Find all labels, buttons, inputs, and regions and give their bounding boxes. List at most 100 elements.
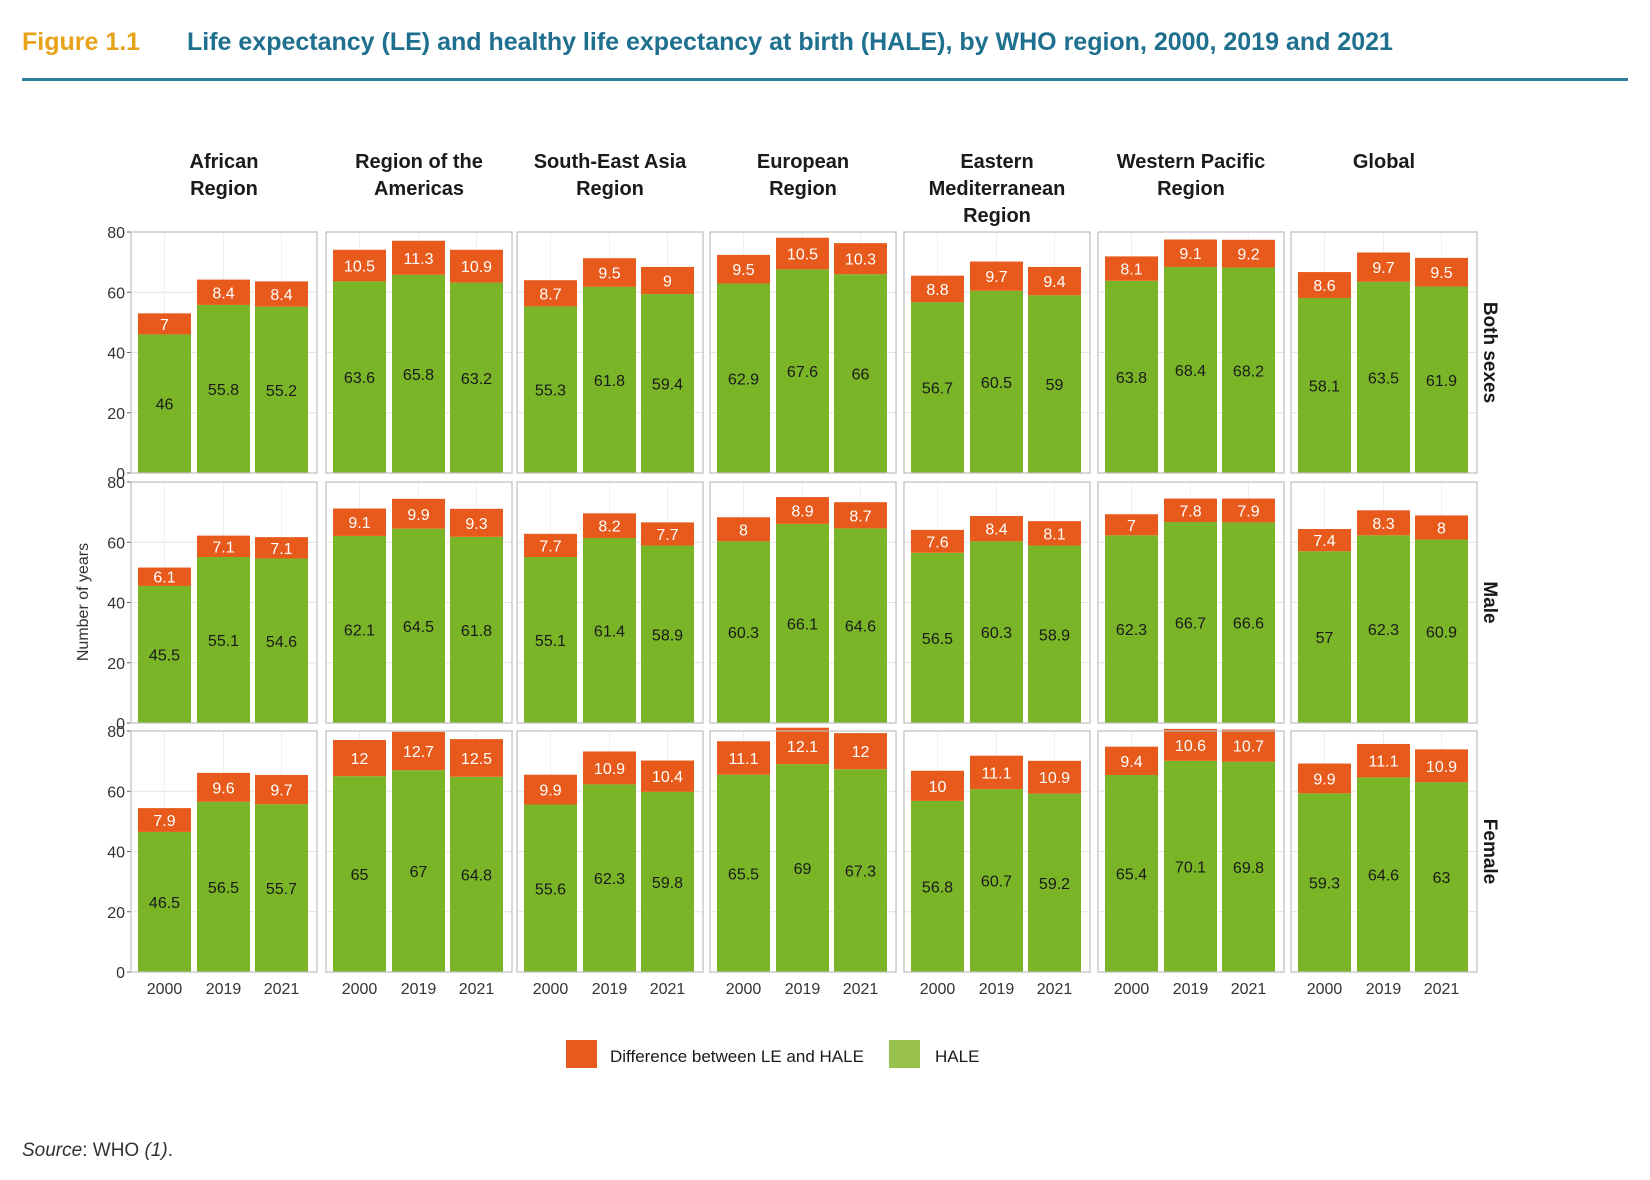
panel-frame xyxy=(1290,481,1478,724)
hale-value-label: 65.4 xyxy=(1116,866,1147,883)
difference-value-label: 7.9 xyxy=(153,813,175,830)
hale-bar xyxy=(776,764,829,972)
hale-bar xyxy=(333,776,386,972)
difference-value-label: 8.1 xyxy=(1043,526,1065,543)
difference-bar xyxy=(970,755,1023,790)
hale-bar xyxy=(970,541,1023,723)
hale-bar xyxy=(1298,793,1351,972)
hale-bar xyxy=(970,290,1023,473)
difference-bar xyxy=(717,741,770,775)
hale-value-label: 70.1 xyxy=(1175,859,1206,876)
y-tick-label: 40 xyxy=(107,596,125,613)
panel-frame xyxy=(516,231,704,474)
region-title: Region of the xyxy=(355,151,483,173)
region-title: Eastern xyxy=(960,151,1033,173)
difference-bar xyxy=(138,567,191,586)
hale-value-label: 63 xyxy=(1433,870,1451,887)
difference-value-label: 9 xyxy=(663,274,672,291)
difference-value-label: 9.3 xyxy=(465,516,487,533)
difference-bar xyxy=(1415,749,1468,783)
hale-bar xyxy=(1222,267,1275,473)
hale-value-label: 64.8 xyxy=(461,867,492,884)
hale-value-label: 56.5 xyxy=(922,631,953,648)
hale-value-label: 56.5 xyxy=(208,880,239,897)
difference-value-label: 11.3 xyxy=(404,251,434,268)
difference-bar xyxy=(1164,239,1217,267)
hale-bar xyxy=(834,769,887,972)
x-tick-label: 2019 xyxy=(785,981,821,998)
panel-frame xyxy=(709,231,897,474)
hale-bar xyxy=(1298,551,1351,723)
hale-bar xyxy=(524,557,577,723)
difference-bar xyxy=(1164,728,1217,761)
hale-bar xyxy=(1357,281,1410,473)
source-label: Source xyxy=(22,1140,83,1161)
difference-value-label: 12.1 xyxy=(787,739,818,756)
difference-bar xyxy=(1028,760,1081,794)
figure-title: Life expectancy (LE) and healthy life ex… xyxy=(187,28,1393,56)
difference-bar xyxy=(776,497,829,524)
panel-frame xyxy=(325,481,513,724)
hale-bar xyxy=(524,306,577,473)
hale-bar xyxy=(138,831,191,972)
x-tick-label: 2019 xyxy=(401,981,437,998)
hale-value-label: 61.4 xyxy=(594,624,625,641)
difference-value-label: 8.1 xyxy=(1120,262,1142,279)
difference-value-label: 10.9 xyxy=(1426,759,1457,776)
hale-bar xyxy=(255,306,308,473)
difference-bar xyxy=(138,313,191,335)
source-ref: (1) xyxy=(144,1140,168,1161)
hale-value-label: 65 xyxy=(351,867,369,884)
hale-value-label: 46 xyxy=(156,397,174,414)
panel-frame xyxy=(130,730,318,973)
hale-bar xyxy=(1028,793,1081,972)
hale-value-label: 59.2 xyxy=(1039,876,1070,893)
difference-bar xyxy=(1105,746,1158,775)
hale-bar xyxy=(1164,522,1217,723)
difference-value-label: 10.9 xyxy=(594,761,625,778)
hale-value-label: 67 xyxy=(410,864,428,881)
difference-value-label: 10.5 xyxy=(344,259,375,276)
legend-swatch-hale xyxy=(889,1040,920,1068)
difference-bar xyxy=(1415,257,1468,287)
hale-value-label: 68.4 xyxy=(1175,363,1206,380)
region-title: Region xyxy=(963,205,1031,227)
difference-value-label: 8.9 xyxy=(791,503,813,520)
difference-value-label: 6.1 xyxy=(153,570,175,587)
hale-bar xyxy=(911,302,964,473)
difference-bar xyxy=(970,261,1023,291)
difference-bar xyxy=(1415,515,1468,540)
y-tick-label: 0 xyxy=(116,716,125,733)
hale-bar xyxy=(197,801,250,972)
difference-bar xyxy=(1298,528,1351,552)
hale-bar xyxy=(1222,522,1275,723)
hale-bar xyxy=(1105,774,1158,972)
panel-frame xyxy=(516,730,704,973)
difference-bar xyxy=(776,237,829,270)
difference-value-label: 10.3 xyxy=(845,252,876,269)
figure-label: Figure 1.1 xyxy=(22,28,141,56)
difference-bar xyxy=(197,772,250,802)
difference-value-label: 8 xyxy=(739,522,748,539)
x-tick-label: 2021 xyxy=(650,981,686,998)
row-label: Male xyxy=(1479,581,1500,623)
difference-bar xyxy=(583,513,636,539)
hale-bar xyxy=(1028,545,1081,723)
difference-bar xyxy=(450,739,503,777)
hale-bar xyxy=(333,535,386,723)
difference-bar xyxy=(1028,521,1081,546)
panel-frame xyxy=(903,730,1091,973)
difference-value-label: 9.5 xyxy=(732,262,754,279)
difference-value-label: 9.7 xyxy=(1372,260,1394,277)
difference-value-label: 9.2 xyxy=(1237,247,1259,264)
difference-bar xyxy=(255,537,308,559)
difference-bar xyxy=(450,508,503,537)
difference-bar xyxy=(834,733,887,770)
difference-bar xyxy=(524,533,577,558)
hale-value-label: 45.5 xyxy=(149,647,180,664)
hale-bar xyxy=(392,528,445,723)
difference-value-label: 9.6 xyxy=(212,780,234,797)
difference-value-label: 9.1 xyxy=(348,515,370,532)
region-title: African xyxy=(190,151,259,173)
hale-bar xyxy=(717,283,770,473)
